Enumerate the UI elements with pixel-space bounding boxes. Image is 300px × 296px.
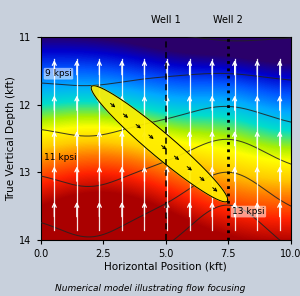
Text: 11 kpsi: 11 kpsi — [44, 153, 77, 162]
X-axis label: Horizontal Position (kft): Horizontal Position (kft) — [104, 262, 227, 271]
Text: Numerical model illustrating flow focusing: Numerical model illustrating flow focusi… — [55, 284, 245, 293]
Text: 13 kpsi: 13 kpsi — [232, 207, 265, 216]
Y-axis label: True Vertical Depth (kft): True Vertical Depth (kft) — [6, 76, 16, 201]
Text: Well 2: Well 2 — [213, 15, 243, 25]
Text: 9 kpsi: 9 kpsi — [45, 69, 72, 78]
Text: Well 1: Well 1 — [151, 15, 181, 25]
Polygon shape — [91, 86, 228, 202]
